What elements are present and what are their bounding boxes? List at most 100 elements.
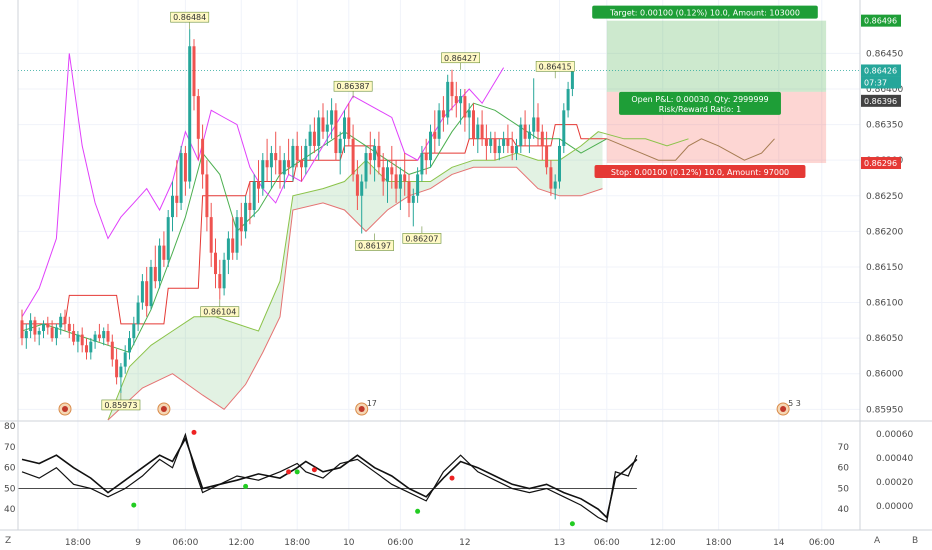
time-tick-label: 18:00 <box>65 538 91 548</box>
candle-body <box>463 96 467 118</box>
candle-body <box>360 181 364 196</box>
entry-price-tag-bg <box>861 94 901 107</box>
candle-body <box>20 320 24 339</box>
indicator-line-2 <box>21 53 505 318</box>
osc-left-tick: 60 <box>4 464 16 474</box>
candle-body <box>394 174 398 189</box>
candle-body <box>222 259 226 289</box>
candle-body <box>214 252 217 275</box>
candle-body <box>226 238 230 260</box>
candle-body <box>386 167 389 182</box>
candle-body <box>304 145 308 168</box>
candle-body <box>549 167 553 189</box>
target-price-tag: 0.86496 <box>864 17 897 26</box>
candle-body <box>312 131 316 146</box>
osc-left-tick: 40 <box>4 505 16 515</box>
osc-inner-tick: 70 <box>838 443 850 453</box>
candle-body <box>325 124 329 132</box>
annotation-label: 0.85973 <box>104 401 137 410</box>
corner-right-label[interactable]: A <box>874 536 881 546</box>
event-count: 5 3 <box>788 399 801 408</box>
candle-body <box>515 145 518 154</box>
candle-body <box>373 145 377 161</box>
candle-body <box>454 96 458 104</box>
osc-dot <box>294 469 300 475</box>
candle-body <box>416 174 420 196</box>
candle-body <box>330 110 334 125</box>
annotation-box <box>333 80 373 92</box>
candle-body <box>368 153 372 161</box>
osc-dot <box>569 521 575 527</box>
annotation-label: 0.86427 <box>444 54 477 63</box>
candle-body <box>132 323 136 339</box>
candle-body <box>317 117 321 146</box>
event-icon-dot <box>358 406 365 412</box>
annotation-label: 0.86104 <box>203 308 236 317</box>
candle-body <box>231 238 235 253</box>
corner-far-label[interactable]: B <box>912 536 919 546</box>
candle-body <box>291 145 295 168</box>
price-tick-label: 0.86450 <box>866 49 903 59</box>
candle-body <box>536 117 540 132</box>
candle-body <box>377 145 381 168</box>
last-price-tag-bg <box>861 64 901 77</box>
candle-body <box>257 181 260 189</box>
annotation-label: 0.86387 <box>337 82 370 91</box>
candle-body <box>570 70 574 89</box>
stop-price-tag: 0.86296 <box>864 159 897 168</box>
osc-right-tick: 0.00000 <box>876 502 913 512</box>
annotation-box <box>402 233 442 244</box>
candle-body <box>441 110 445 118</box>
osc-left-tick: 50 <box>4 484 16 494</box>
pnl-label: Open P&L: 0.00030, Qty: 2999999 <box>631 95 768 104</box>
last-price-tag: 0.86426 <box>864 66 897 75</box>
candle-body <box>218 274 222 289</box>
candle-body <box>46 323 50 328</box>
candle-body <box>54 327 58 339</box>
candle-body <box>566 88 570 111</box>
candle-body <box>562 110 566 146</box>
candle-body <box>119 366 123 378</box>
candle-body <box>196 96 200 139</box>
indicator-lines <box>21 53 775 421</box>
osc-line-1 <box>21 432 638 523</box>
candle-body <box>282 160 286 175</box>
candle-body <box>153 266 157 282</box>
candle-body <box>403 174 407 182</box>
time-tick-label: 06:00 <box>594 538 620 548</box>
candle-body <box>188 46 192 182</box>
candle-body <box>63 316 67 324</box>
candle-body <box>398 174 402 189</box>
candle-body <box>85 345 88 353</box>
annotation-box <box>535 61 575 72</box>
osc-left-tick: 80 <box>4 422 16 432</box>
price-tick-label: 0.86100 <box>866 299 903 309</box>
cloud-fill <box>108 131 603 420</box>
candle-body <box>33 320 37 335</box>
candle-body <box>420 153 424 175</box>
time-tick-label: 06:00 <box>809 538 835 548</box>
candle-body <box>407 181 411 203</box>
indicator-line-0 <box>22 124 607 325</box>
candle-body <box>381 167 385 182</box>
candle-body <box>140 281 144 303</box>
event-icon-dot <box>62 406 68 412</box>
target-label: Target: 0.00100 (0.12%) 10.0, Amount: 10… <box>609 9 800 18</box>
candle-body <box>192 46 196 97</box>
candle-body <box>115 359 119 378</box>
candle-body <box>248 202 252 210</box>
price-tick-label: 0.86150 <box>866 263 903 273</box>
candle-body <box>93 334 97 342</box>
candle-body <box>519 124 523 146</box>
annotation-label: 0.86484 <box>173 13 206 22</box>
countdown-tag: 07:37 <box>864 78 887 87</box>
candle-body <box>37 331 41 335</box>
candle-body <box>80 334 84 346</box>
candle-body <box>364 153 368 182</box>
target-zone <box>606 20 827 92</box>
position-box[interactable]: Target: 0.00100 (0.12%) 10.0, Amount: 10… <box>18 5 860 179</box>
candle-body <box>510 145 514 154</box>
candle-body <box>459 96 463 104</box>
candle-body <box>484 138 488 146</box>
